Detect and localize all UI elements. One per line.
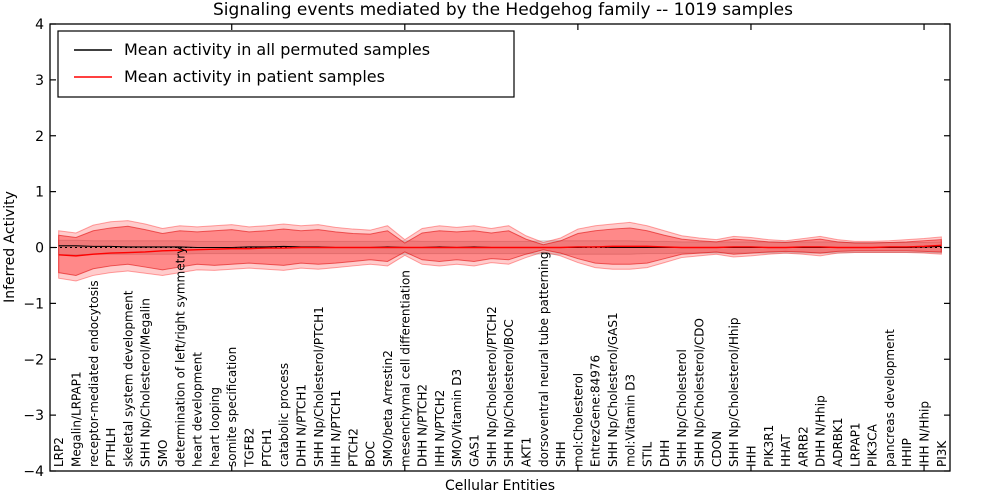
entity-label: GAS1 [468, 434, 482, 467]
axis-ticks-layer: 4 3 2 1 0 −1 −2 −3 −4 [23, 17, 950, 480]
chart-title: Signaling events mediated by the Hedgeho… [213, 0, 793, 20]
legend-label-patient: Mean activity in patient samples [124, 67, 385, 86]
error-bands-layer [58, 220, 942, 282]
y-axis-title: Inferred Activity [2, 191, 18, 303]
entity-label: SHH Np/Cholesterol/Hhip [727, 318, 741, 467]
entity-label: SHH Np/Cholesterol/CDO [693, 318, 707, 467]
entity-label: skeletal system development [121, 290, 135, 467]
entity-label: PTHLH [104, 428, 118, 467]
patient-mean-line [58, 244, 942, 257]
entity-label: LRP2 [52, 437, 66, 467]
entity-label: SHH Np/Cholesterol/PTCH1 [312, 306, 326, 467]
entity-label: heart looping [208, 387, 222, 467]
x-axis-title: Cellular Entities [445, 478, 555, 494]
y-tick-label: −1 [23, 296, 44, 312]
entity-label: ARRB2 [796, 426, 810, 467]
entity-label: PIK3R1 [762, 425, 776, 467]
entity-label: CDON [710, 431, 724, 467]
entity-label: DHH N/PTCH2 [416, 384, 430, 467]
entity-label: receptor-mediated endocytosis [87, 280, 101, 467]
entity-label: IHH N/PTCH2 [433, 390, 447, 467]
entity-label: HHAT [779, 434, 793, 467]
entity-label: DHH [658, 440, 672, 467]
entity-label: SHH Np/Cholesterol/PTCH2 [485, 306, 499, 467]
entity-labels-layer: LRP2 Megalin/LRPAP1 receptor-mediated endo… [52, 247, 949, 468]
entity-label: ADRBK1 [831, 417, 845, 467]
y-tick-label: −2 [23, 352, 44, 368]
entity-label: IHH [744, 445, 758, 467]
entity-label: IHH N/Hhip [918, 401, 932, 467]
entity-label: SHH [554, 441, 568, 467]
entity-label: PTCH1 [260, 428, 274, 467]
entity-label: IHH N/PTCH1 [329, 390, 343, 467]
entity-label: BOC [364, 441, 378, 467]
y-tick-label: 2 [35, 129, 44, 145]
series-lines-layer [58, 244, 942, 257]
entity-label: SMO/Vitamin D3 [450, 369, 464, 467]
patient-band-outer [58, 220, 942, 282]
entity-label: determination of left/right symmetry [173, 247, 187, 467]
y-tick-label: −3 [23, 408, 44, 424]
entity-label: DHH N/PTCH1 [294, 384, 308, 467]
entity-label: SHH Np/Cholesterol/Megalin [139, 298, 153, 467]
y-tick-label: 0 [35, 241, 44, 257]
entity-label: pancreas development [883, 329, 897, 467]
entity-label: Megalin/LRPAP1 [69, 371, 83, 467]
entity-label: SHH Np/Cholesterol/GAS1 [606, 312, 620, 467]
entity-label: SMO/beta Arrestin2 [381, 350, 395, 467]
legend-frame [57, 30, 515, 98]
entity-label: heart development [191, 352, 205, 467]
entity-label: catabolic process [277, 363, 291, 467]
y-tick-label: −4 [23, 464, 44, 480]
entity-label: AKT1 [519, 437, 533, 467]
entity-label: EntrezGene:84976 [589, 355, 603, 467]
entity-label: TGFB2 [243, 428, 257, 468]
entity-label: SHH Np/Cholesterol/BOC [502, 319, 516, 467]
entity-label: DHH N/Hhip [814, 395, 828, 467]
entity-label: LRPAP1 [848, 422, 862, 467]
entity-label: somite specification [225, 347, 239, 467]
entity-label: dorsoventral neural tube patterning [537, 251, 551, 467]
y-tick-label: 3 [35, 73, 44, 89]
entity-label: mol:Cholesterol [571, 373, 585, 467]
entity-label: mol:Vitamin D3 [623, 374, 637, 467]
legend: Mean activity in all permuted samples Me… [57, 30, 515, 98]
entity-label: PTCH2 [346, 428, 360, 467]
entity-label: SMO [156, 440, 170, 467]
entity-label: mesenchymal cell differentiation [398, 270, 412, 467]
legend-label-permuted: Mean activity in all permuted samples [124, 40, 430, 59]
y-tick-label: 4 [35, 17, 44, 33]
entity-label: STIL [641, 442, 655, 467]
y-tick-label: 1 [35, 185, 44, 201]
entity-label: HHIP [900, 438, 914, 467]
entity-label: SHH Np/Cholesterol [675, 349, 689, 467]
entity-label: PIK3CA [866, 423, 880, 467]
patient-band-inner [58, 225, 942, 276]
entity-label: PI3K [935, 440, 949, 467]
